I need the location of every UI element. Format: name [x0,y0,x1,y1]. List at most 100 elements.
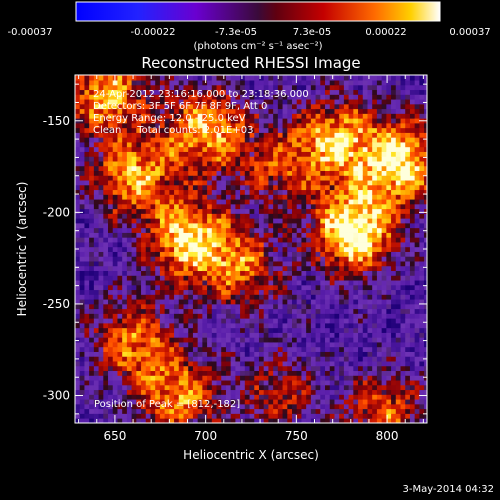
heatmap-cell [358,122,364,129]
heatmap-cell [141,237,147,243]
heatmap-cell [391,408,397,414]
heatmap-cell [183,94,189,100]
heatmap-cell [197,261,203,267]
heatmap-cell [221,94,227,100]
heatmap-cell [145,175,151,181]
heatmap-cell [353,256,359,262]
heatmap-cell [348,261,354,267]
heatmap-cell [93,289,99,295]
heatmap-cell [258,222,265,229]
heatmap-cell [183,394,189,400]
heatmap-cell [230,351,236,357]
heatmap-cell [93,89,99,95]
heatmap-cell [112,180,118,186]
heatmap-cell [343,142,350,148]
heatmap-cell [84,270,90,276]
heatmap-cell [292,208,298,214]
heatmap-cell [117,146,123,152]
heatmap-cell [122,327,128,333]
heatmap-cell [235,389,241,395]
heatmap-cell [310,151,316,157]
heatmap-cell [334,394,340,400]
heatmap-cell [216,84,222,91]
heatmap-cell [381,256,387,262]
heatmap-cell [254,242,260,248]
heatmap-cell [141,227,147,233]
heatmap-cell [296,199,302,205]
heatmap-cell [174,89,180,95]
heatmap-cell [254,170,260,176]
heatmap-cell [202,237,208,243]
heatmap-cell [258,132,265,138]
heatmap-cell [282,270,288,276]
heatmap-cell [93,256,99,262]
heatmap-cell [150,270,156,276]
heatmap-cell [277,218,283,224]
heatmap-cell [183,122,189,129]
heatmap-cell [207,222,213,229]
heatmap-cell [277,256,283,262]
heatmap-cell [169,127,175,133]
heatmap-cell [372,184,378,191]
heatmap-cell [315,132,321,138]
heatmap-cell [164,342,170,348]
colorbar-tick-label: -0.00022 [131,27,176,38]
heatmap-cell [122,256,128,262]
heatmap-cell [117,175,123,181]
heatmap-cell [301,184,307,191]
heatmap-cell [273,161,279,167]
heatmap-cell [329,284,335,291]
heatmap-cell [372,318,378,324]
heatmap-cell [230,146,236,152]
heatmap-cell [301,261,307,267]
heatmap-cell [325,208,331,214]
heatmap-cell [339,122,345,129]
heatmap-cell [343,170,350,176]
heatmap-cell [258,127,265,133]
heatmap-cell [164,80,170,86]
heatmap-cell [254,103,260,110]
heatmap-cell [108,308,114,314]
heatmap-cell [202,194,208,200]
heatmap-cell [89,261,95,267]
heatmap-cell [362,146,368,152]
heatmap-cell [268,265,274,272]
heatmap-cell [150,380,156,386]
heatmap-cell [108,289,114,295]
heatmap-cell [315,351,321,357]
heatmap-cell [169,170,175,176]
heatmap-cell [386,337,392,343]
heatmap-cell [258,89,265,95]
heatmap-cell [372,122,378,129]
heatmap-cell [221,303,227,310]
heatmap-cell [174,137,180,143]
heatmap-cell [277,270,283,276]
heatmap-cell [329,375,335,381]
heatmap-cell [211,80,217,86]
heatmap-cell [254,351,260,357]
heatmap-cell [136,103,142,110]
heatmap-cell [221,380,227,386]
heatmap-cell [296,289,302,295]
heatmap-cell [136,142,142,148]
heatmap-cell [372,165,378,172]
heatmap-cell [391,294,397,300]
heatmap-cell [122,337,128,343]
heatmap-cell [339,89,345,95]
heatmap-cell [296,261,302,267]
heatmap-cell [254,127,260,133]
heatmap-cell [221,103,227,110]
heatmap-cell [277,365,283,372]
heatmap-cell [315,227,321,233]
heatmap-cell [268,280,274,286]
heatmap-cell [93,356,99,362]
heatmap-cell [183,389,189,395]
heatmap-cell [301,89,307,95]
heatmap-cell [169,118,175,124]
heatmap-cell [306,208,312,214]
heatmap-cell [192,370,199,376]
heatmap-cell [376,146,383,152]
heatmap-cell [334,127,340,133]
heatmap-cell [386,294,392,300]
heatmap-cell [386,89,392,95]
